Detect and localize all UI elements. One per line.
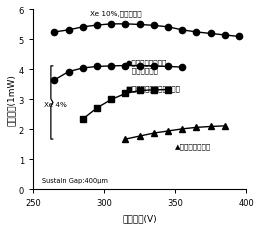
Text: ●管徑與篹光體設置
   的最佳化結果: ●管徑與篹光體設置 的最佳化結果 [126,59,167,74]
X-axis label: 维持电压(V): 维持电压(V) [122,213,157,222]
Text: Sustain Gap:400μm: Sustain Gap:400μm [42,177,108,183]
Y-axis label: 发光效率(1mW): 发光效率(1mW) [7,74,16,126]
Text: ▲使用圓形電漿管: ▲使用圓形電漿管 [175,142,211,149]
Text: Xe 10%,改善篹光體: Xe 10%,改善篹光體 [90,11,141,17]
Text: Xe 4%: Xe 4% [44,101,67,107]
Text: ■改用四方形電漿管的結果: ■改用四方形電漿管的結果 [126,85,180,92]
